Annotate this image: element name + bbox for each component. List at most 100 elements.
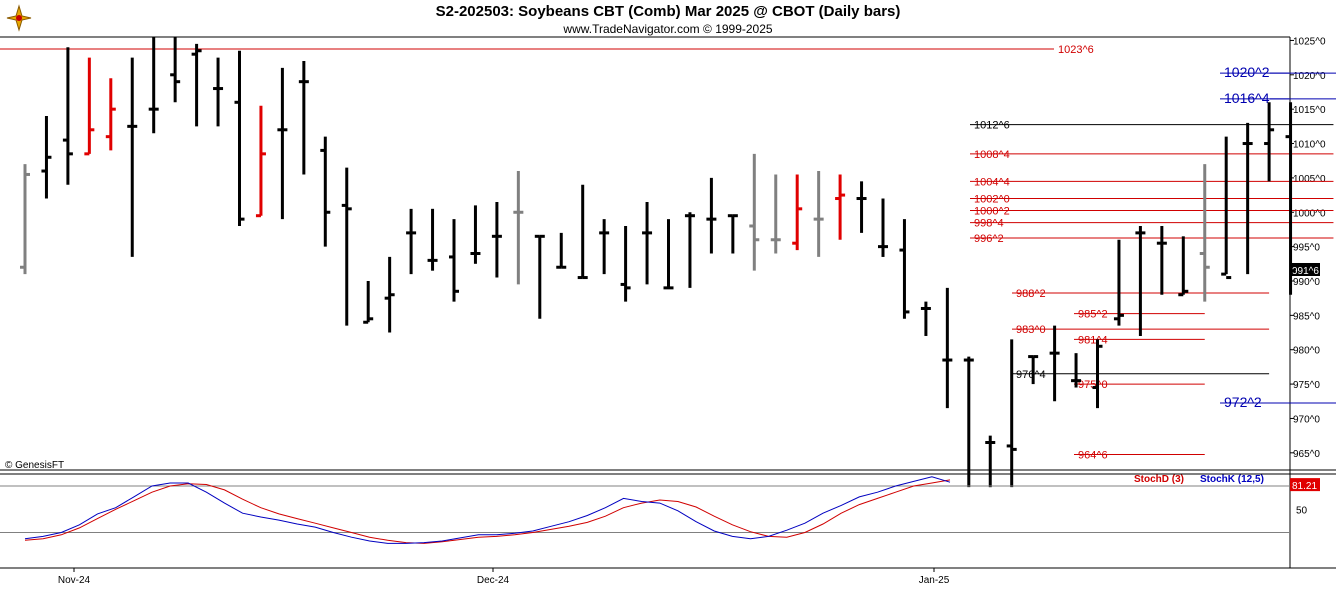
price-bar [491, 201, 502, 278]
price-bar [942, 287, 953, 409]
price-bar [1071, 353, 1082, 388]
stoch-series-line [24, 476, 951, 544]
price-bars [20, 37, 1296, 488]
price-bar [320, 136, 331, 247]
price-tick-label: 995^0 [1293, 243, 1320, 254]
price-bar [749, 153, 760, 271]
price-bar [1199, 164, 1210, 302]
price-axis: 965^0 970^0 975^0 980^0 985^0 990^0 995^0 1000^… [1290, 36, 1326, 460]
chart-frame [0, 36, 1336, 569]
price-bar [684, 212, 695, 288]
price-tick-label: 985^0 [1293, 311, 1320, 322]
price-bar [706, 177, 717, 254]
price-bar [1006, 339, 1017, 488]
level-label: 1016^4 [1224, 90, 1270, 106]
price-bar [663, 219, 674, 290]
price-bar [1028, 355, 1039, 385]
price-bar [513, 171, 524, 285]
price-bar [1113, 239, 1124, 326]
price-bar [770, 174, 781, 254]
stochastic-panel: 50 StochD (3) StochK (12,5) 81.21 [0, 474, 1320, 544]
price-bar [255, 105, 266, 218]
price-bar [298, 61, 309, 175]
date-label: Nov-24 [58, 575, 91, 586]
price-bar [470, 205, 481, 264]
chart-title: S2-202503: Soybeans CBT (Comb) Mar 2025 … [435, 3, 901, 20]
price-bar [234, 50, 245, 227]
price-bar [427, 208, 438, 271]
chart-subtitle: www.TradeNavigator.com © 1999-2025 [563, 22, 773, 36]
price-tick-label: 1025^0 [1293, 36, 1326, 47]
price-bar [899, 219, 910, 319]
level-label: 1012^6 [974, 120, 1010, 132]
price-bar [1221, 136, 1232, 280]
level-label: 981^4 [1078, 334, 1108, 346]
price-bar [985, 435, 996, 488]
level-label: 1008^4 [974, 149, 1010, 161]
price-bar [1092, 339, 1103, 409]
price-bar [1242, 122, 1253, 275]
price-bar [1156, 226, 1167, 295]
price-tick-label: 975^0 [1293, 380, 1320, 391]
price-bar [920, 301, 931, 336]
level-label: 988^2 [1016, 288, 1046, 300]
price-tick-label: 965^0 [1293, 449, 1320, 460]
date-label: Jan-25 [919, 575, 950, 586]
price-bar [84, 57, 95, 156]
date-axis: Nov-24 Dec-24 Jan-25 [58, 568, 950, 586]
price-bar [62, 47, 73, 185]
price-bar [813, 171, 824, 257]
price-bar [577, 184, 588, 280]
level-label: 983^0 [1016, 324, 1046, 336]
price-bar [41, 116, 52, 199]
price-bar [213, 57, 224, 127]
legend-stochd: StochD (3) [1134, 474, 1184, 485]
price-bar [363, 280, 374, 324]
price-bar [642, 201, 653, 285]
price-bar [856, 181, 867, 233]
price-bar [20, 164, 30, 275]
price-bar [599, 219, 610, 275]
level-label: 972^2 [1224, 394, 1262, 410]
price-bar [835, 174, 846, 240]
date-label: Dec-24 [477, 575, 510, 586]
last-price-label: 991^6 [1292, 266, 1319, 277]
level-label: 964^6 [1078, 450, 1108, 462]
stoch-series-line [24, 479, 951, 544]
price-bar [191, 43, 202, 127]
price-tick-label: 970^0 [1293, 414, 1320, 425]
legend-stochk: StochK (12,5) [1200, 474, 1264, 485]
stoch-last-label: 81.21 [1292, 481, 1317, 492]
price-bar [963, 356, 974, 488]
level-label: 1002^0 [974, 194, 1010, 206]
level-label: 1023^6 [1058, 44, 1094, 56]
price-tick-label: 1000^0 [1293, 208, 1326, 219]
price-bar [878, 198, 888, 257]
level-label: 1000^2 [974, 206, 1010, 218]
level-label: 1004^4 [974, 176, 1010, 188]
copyright-label: © GenesisFT [5, 460, 64, 471]
price-tick-label: 980^0 [1293, 346, 1320, 357]
price-tick-label: 1010^0 [1293, 140, 1326, 151]
stoch-last-badge [1290, 478, 1320, 492]
level-label: 998^4 [974, 218, 1004, 230]
price-bar [792, 174, 803, 251]
price-bar [1285, 102, 1296, 295]
price-bar [1178, 236, 1189, 297]
level-label: 975^0 [1078, 379, 1108, 391]
level-label: 985^2 [1078, 309, 1108, 321]
price-tick-label: 1015^0 [1293, 105, 1326, 116]
price-bar [170, 37, 181, 103]
price-bar [105, 78, 116, 151]
price-bar [727, 214, 738, 254]
price-bar [620, 226, 631, 302]
price-bar [534, 234, 545, 319]
price-bar [556, 232, 567, 269]
price-bar [384, 256, 395, 333]
price-bar [127, 57, 138, 257]
trade-navigator-logo-icon [3, 2, 35, 34]
price-bar [1264, 102, 1275, 182]
level-label: 976^4 [1016, 369, 1046, 381]
